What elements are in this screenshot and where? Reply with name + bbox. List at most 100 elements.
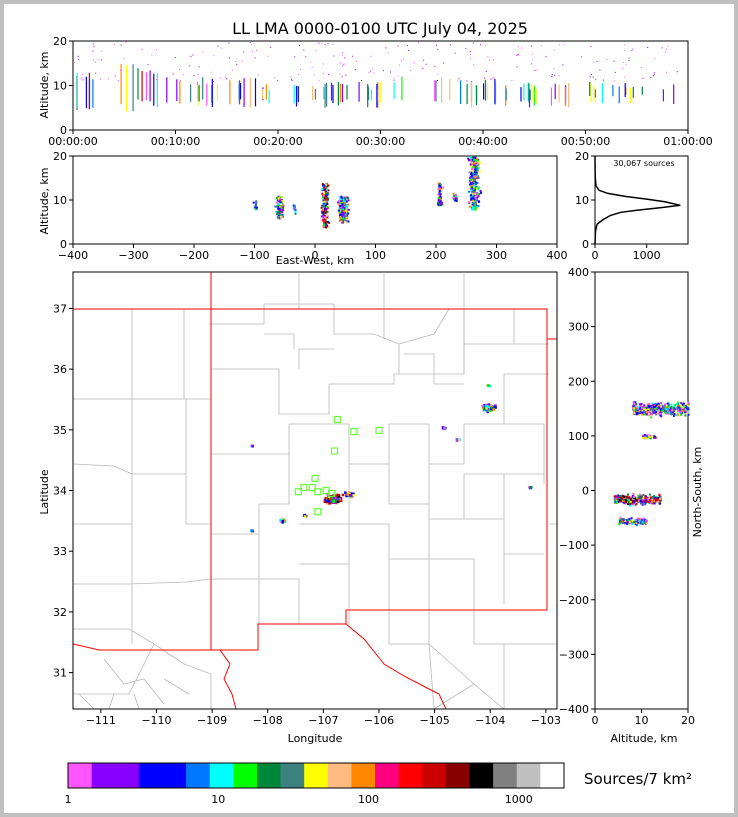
- northsouth-altitude-panel: 0 10 20 −400 −300 −200 −100 0 100 200 300 400 Altit…: [559, 266, 704, 745]
- north-south-tick-label: 400: [568, 266, 589, 279]
- source-point: [343, 219, 346, 222]
- source-point: [413, 62, 415, 64]
- source-point: [324, 183, 327, 186]
- source-point: [251, 444, 255, 448]
- colorbar-cell: [256, 763, 281, 788]
- source-point: [517, 54, 519, 56]
- source-point: [468, 171, 471, 174]
- source-point: [323, 500, 327, 504]
- source-streak: [265, 84, 267, 100]
- source-point: [687, 406, 690, 409]
- source-point: [455, 193, 457, 196]
- source-streak: [324, 83, 326, 108]
- colorbar-cell: [422, 763, 447, 788]
- source-point: [638, 499, 641, 502]
- source-point: [190, 55, 192, 57]
- source-point: [326, 222, 329, 225]
- source-point: [324, 496, 328, 500]
- source-point: [324, 44, 326, 46]
- source-point: [276, 201, 279, 204]
- source-point: [675, 406, 677, 409]
- source-point: [629, 503, 632, 506]
- source-point: [220, 47, 222, 49]
- source-point: [346, 196, 349, 199]
- source-streak: [249, 78, 251, 108]
- source-point: [545, 56, 547, 58]
- source-point: [322, 188, 325, 191]
- source-streak: [297, 86, 299, 103]
- source-streak: [632, 87, 634, 98]
- source-point: [469, 177, 472, 180]
- colorbar-cell: [327, 763, 352, 788]
- source-point: [323, 192, 326, 195]
- source-point: [321, 183, 324, 186]
- source-point: [639, 501, 642, 504]
- source-point: [595, 79, 597, 81]
- source-point: [624, 49, 626, 51]
- source-point: [476, 182, 479, 185]
- source-point: [661, 410, 664, 413]
- source-streak: [528, 89, 531, 108]
- source-point: [474, 168, 477, 171]
- source-streak: [126, 65, 128, 112]
- latitude-tick-label: 34: [53, 485, 67, 498]
- source-point: [452, 196, 455, 199]
- source-point: [281, 199, 283, 202]
- source-point: [278, 203, 281, 205]
- source-point: [470, 164, 473, 167]
- source-point: [638, 500, 641, 503]
- time-tick-label: 00:40:00: [458, 135, 507, 148]
- source-point: [531, 63, 533, 65]
- source-point: [323, 210, 326, 213]
- source-point: [633, 495, 636, 498]
- source-point: [668, 402, 670, 405]
- altitude-tick-label: 10: [53, 194, 67, 207]
- source-point: [469, 156, 472, 159]
- source-streak: [216, 84, 218, 101]
- source-point: [477, 176, 479, 179]
- source-point: [387, 52, 389, 54]
- source-point: [291, 79, 293, 81]
- source-point: [639, 408, 642, 411]
- source-streak: [197, 84, 199, 106]
- source-point: [678, 407, 681, 410]
- source-point: [655, 413, 658, 416]
- source-point: [250, 44, 252, 46]
- source-point: [382, 70, 384, 72]
- source-streak: [341, 83, 344, 103]
- source-point: [324, 199, 327, 202]
- source-point: [476, 175, 479, 177]
- source-point: [481, 404, 484, 408]
- source-point: [471, 202, 474, 205]
- source-point: [274, 77, 276, 79]
- source-point: [657, 402, 660, 405]
- source-point: [648, 405, 651, 408]
- source-point: [644, 409, 647, 412]
- source-point: [493, 76, 495, 78]
- source-point: [278, 195, 281, 198]
- source-point: [225, 78, 227, 80]
- source-point: [437, 182, 440, 185]
- source-point: [332, 43, 334, 45]
- source-point: [471, 190, 474, 193]
- source-point: [531, 59, 533, 61]
- source-point: [642, 497, 645, 500]
- source-point: [326, 216, 329, 219]
- source-point: [642, 517, 645, 520]
- source-point: [654, 405, 657, 408]
- source-point: [81, 76, 83, 78]
- source-point: [339, 201, 341, 204]
- source-point: [628, 518, 631, 521]
- source-point: [614, 71, 616, 73]
- source-point: [343, 206, 346, 209]
- source-point: [620, 499, 623, 502]
- source-point: [472, 169, 475, 172]
- source-point: [671, 413, 674, 416]
- source-point: [643, 522, 646, 524]
- source-point: [277, 213, 280, 216]
- source-point: [400, 60, 402, 62]
- source-point: [631, 519, 634, 522]
- source-count-annotation: 30,067 sources: [613, 159, 674, 168]
- source-point: [325, 226, 328, 229]
- source-point: [644, 519, 647, 522]
